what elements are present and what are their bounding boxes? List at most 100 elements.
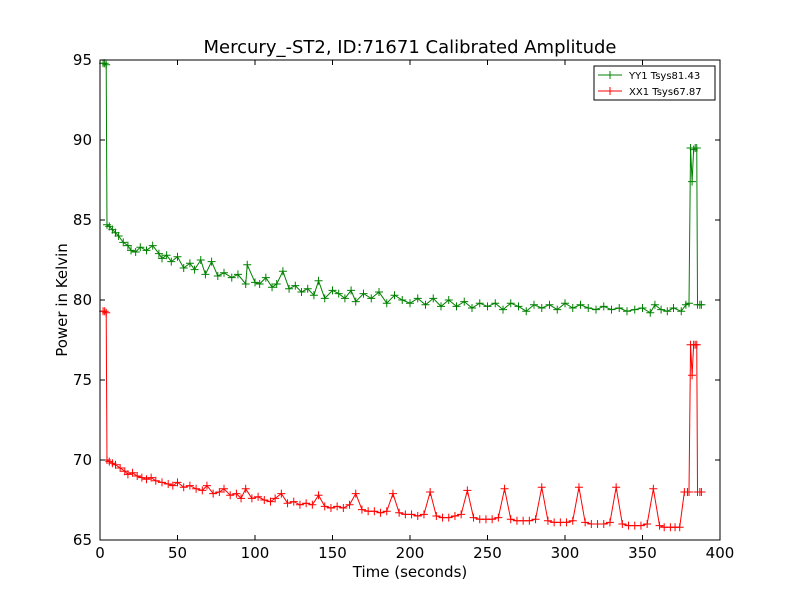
data-point	[499, 305, 507, 314]
data-point	[638, 304, 647, 312]
data-point	[147, 473, 156, 482]
data-point	[148, 241, 157, 250]
data-point	[574, 483, 583, 492]
data-point	[697, 300, 706, 309]
data-point	[688, 371, 697, 380]
data-point	[522, 307, 531, 316]
plot-area	[99, 59, 706, 532]
data-point	[271, 494, 280, 503]
data-point	[370, 507, 379, 516]
data-point	[650, 300, 659, 309]
data-point	[196, 256, 205, 264]
data-point	[413, 294, 422, 303]
data-point	[494, 513, 503, 522]
data-point	[102, 60, 111, 69]
data-point	[291, 281, 300, 290]
data-point	[413, 512, 422, 520]
data-point	[444, 513, 453, 522]
data-point	[437, 302, 445, 311]
data-point	[463, 486, 472, 495]
data-point	[309, 291, 318, 300]
data-point	[190, 265, 199, 274]
data-point	[388, 489, 397, 498]
data-point	[432, 512, 441, 520]
data-point	[500, 484, 509, 493]
data-point	[198, 486, 207, 495]
series-yy1	[99, 59, 706, 317]
data-point	[376, 508, 385, 517]
data-point	[241, 484, 250, 493]
data-point	[685, 299, 693, 308]
data-point	[615, 304, 624, 312]
data-point	[283, 499, 292, 508]
y-tick-label: 85	[73, 211, 92, 229]
data-point	[207, 257, 216, 266]
data-point	[576, 300, 585, 309]
data-point	[395, 508, 404, 517]
data-point	[697, 488, 706, 496]
data-point	[100, 59, 109, 68]
data-point	[663, 307, 672, 316]
data-point	[469, 513, 478, 522]
data-point	[215, 488, 224, 496]
data-point	[525, 516, 534, 525]
data-point	[308, 500, 317, 509]
data-point	[255, 280, 264, 288]
data-point	[320, 294, 329, 303]
x-tick-label: 300	[551, 544, 580, 562]
data-point	[168, 481, 177, 490]
data-point	[339, 504, 348, 512]
data-point	[192, 484, 201, 493]
data-point	[154, 249, 163, 258]
x-tick-label: 350	[628, 544, 657, 562]
data-point	[623, 307, 631, 316]
data-point	[127, 246, 135, 255]
data-point	[237, 494, 246, 503]
data-point	[201, 270, 210, 279]
data-point	[333, 502, 342, 511]
data-point	[131, 248, 140, 256]
data-point	[241, 280, 250, 288]
data-point	[568, 304, 577, 312]
data-point	[692, 144, 701, 152]
data-point	[599, 520, 608, 528]
data-point	[213, 272, 222, 280]
y-tick-label: 80	[73, 291, 92, 309]
legend-swatch-marker	[606, 87, 614, 95]
series-xx1	[99, 307, 706, 532]
data-point	[561, 299, 569, 308]
y-tick-label: 90	[73, 131, 92, 149]
data-point	[314, 276, 323, 285]
data-point	[537, 483, 546, 492]
data-point	[173, 252, 182, 261]
data-point	[289, 497, 298, 506]
x-axis: 0 50 100 150 200 250 300 350 400	[95, 60, 734, 562]
data-point	[167, 257, 176, 266]
data-point	[142, 246, 151, 255]
data-point	[553, 305, 562, 314]
data-point	[514, 302, 523, 311]
data-point	[251, 278, 259, 287]
data-point	[179, 483, 188, 492]
data-point	[151, 476, 160, 485]
data-point	[675, 523, 684, 532]
data-point	[114, 232, 123, 240]
x-tick-label: 50	[168, 544, 187, 562]
data-point	[302, 499, 311, 508]
data-point	[630, 305, 639, 314]
data-point	[226, 491, 235, 500]
data-point	[382, 507, 391, 516]
data-point	[599, 302, 608, 311]
legend: YY1 Tsys81.43 XX1 Tsys67.87	[593, 65, 716, 101]
data-point	[328, 286, 337, 295]
data-point	[375, 288, 383, 296]
data-point	[407, 510, 416, 519]
x-tick-label: 0	[95, 544, 105, 562]
data-point	[506, 299, 515, 308]
legend-label: YY1 Tsys81.43	[628, 71, 700, 82]
data-point	[345, 500, 354, 509]
data-point	[475, 299, 484, 308]
data-point	[398, 296, 407, 304]
data-point	[326, 504, 335, 512]
